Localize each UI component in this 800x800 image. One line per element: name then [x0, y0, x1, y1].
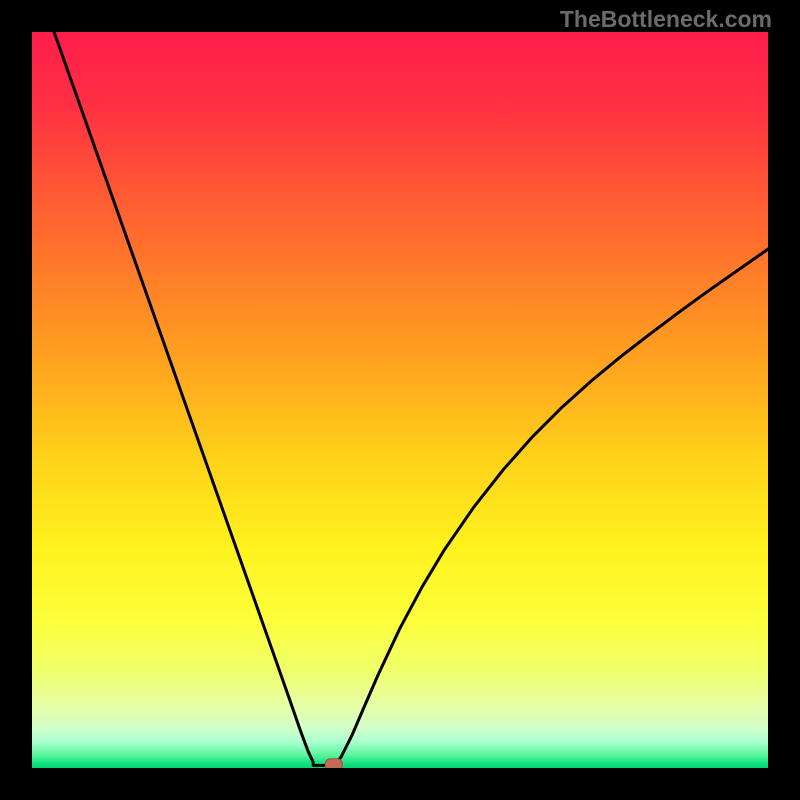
bottleneck-curve	[32, 32, 768, 768]
valley-marker	[325, 759, 342, 768]
watermark-text: TheBottleneck.com	[560, 6, 772, 33]
curve-path	[54, 32, 768, 765]
plot-area	[32, 32, 768, 768]
